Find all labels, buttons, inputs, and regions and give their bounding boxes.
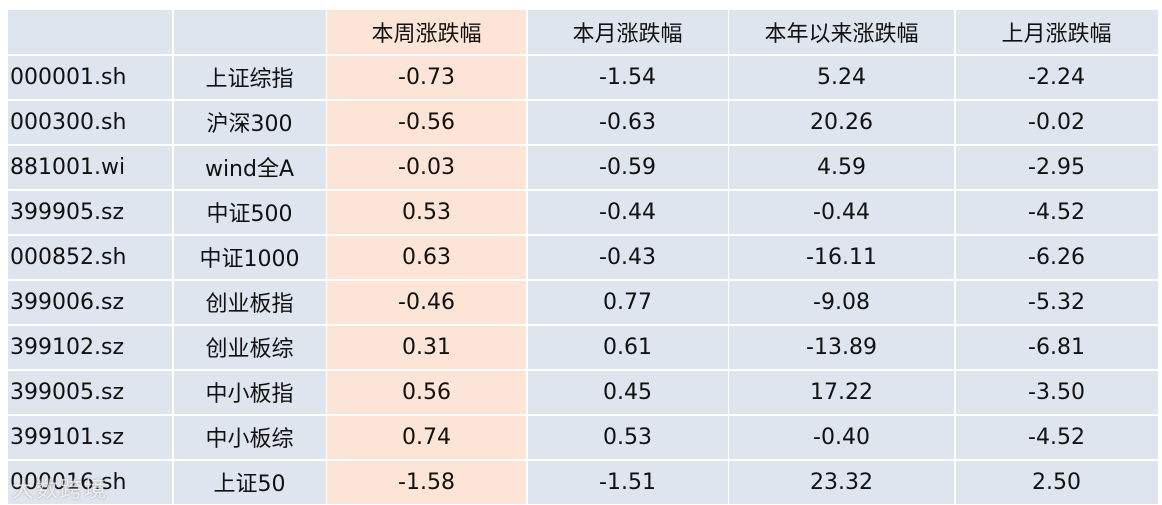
value-cell: 2.50 <box>955 460 1158 504</box>
value-cell: 0.63 <box>327 235 526 279</box>
value-cell: -0.44 <box>729 190 954 234</box>
value-cell: 0.77 <box>527 280 728 324</box>
name-cell: 中小板综 <box>173 415 326 459</box>
header-cell: 本月涨跌幅 <box>527 10 728 54</box>
name-cell: 创业板综 <box>173 325 326 369</box>
value-cell: -0.59 <box>527 145 728 189</box>
value-cell: -5.32 <box>955 280 1158 324</box>
value-cell: -0.40 <box>729 415 954 459</box>
value-cell: -0.63 <box>527 100 728 144</box>
value-cell: -4.52 <box>955 415 1158 459</box>
value-cell: 20.26 <box>729 100 954 144</box>
value-cell: 23.32 <box>729 460 954 504</box>
value-cell: -0.43 <box>527 235 728 279</box>
value-cell: -1.54 <box>527 55 728 99</box>
value-cell: -1.51 <box>527 460 728 504</box>
value-cell: 0.31 <box>327 325 526 369</box>
code-cell: 399102.sz <box>8 325 172 369</box>
value-cell: -16.11 <box>729 235 954 279</box>
value-cell: 0.74 <box>327 415 526 459</box>
value-cell: 0.53 <box>327 190 526 234</box>
name-cell: 创业板指 <box>173 280 326 324</box>
value-cell: -0.03 <box>327 145 526 189</box>
value-cell: -13.89 <box>729 325 954 369</box>
value-cell: -2.95 <box>955 145 1158 189</box>
name-cell: 上证50 <box>173 460 326 504</box>
code-cell: 000852.sh <box>8 235 172 279</box>
name-cell: wind全A <box>173 145 326 189</box>
value-cell: 0.61 <box>527 325 728 369</box>
name-cell: 中小板指 <box>173 370 326 414</box>
code-cell: 399005.sz <box>8 370 172 414</box>
header-cell <box>8 10 172 54</box>
name-cell: 中证1000 <box>173 235 326 279</box>
header-cell: 本周涨跌幅 <box>327 10 526 54</box>
code-cell: 399905.sz <box>8 190 172 234</box>
value-cell: -6.81 <box>955 325 1158 369</box>
value-cell: -0.73 <box>327 55 526 99</box>
value-cell: -4.52 <box>955 190 1158 234</box>
value-cell: -1.58 <box>327 460 526 504</box>
code-cell: 000016.sh <box>8 460 172 504</box>
index-table: 本周涨跌幅 本月涨跌幅 本年以来涨跌幅 上月涨跌幅 000001.sh 上证综指 -0.73… <box>8 10 1158 504</box>
value-cell: 0.45 <box>527 370 728 414</box>
watermark: 大数跨境 <box>12 478 109 503</box>
value-cell: -0.02 <box>955 100 1158 144</box>
code-cell: 881001.wi <box>8 145 172 189</box>
code-cell: 399006.sz <box>8 280 172 324</box>
value-cell: 0.53 <box>527 415 728 459</box>
value-cell: -6.26 <box>955 235 1158 279</box>
value-cell: -9.08 <box>729 280 954 324</box>
value-cell: -3.50 <box>955 370 1158 414</box>
value-cell: -2.24 <box>955 55 1158 99</box>
value-cell: 5.24 <box>729 55 954 99</box>
value-cell: -0.44 <box>527 190 728 234</box>
header-cell: 本年以来涨跌幅 <box>729 10 954 54</box>
value-cell: -0.46 <box>327 280 526 324</box>
value-cell: 4.59 <box>729 145 954 189</box>
name-cell: 上证综指 <box>173 55 326 99</box>
code-cell: 000300.sh <box>8 100 172 144</box>
name-cell: 中证500 <box>173 190 326 234</box>
header-cell: 上月涨跌幅 <box>955 10 1158 54</box>
value-cell: 0.56 <box>327 370 526 414</box>
header-cell <box>173 10 326 54</box>
name-cell: 沪深300 <box>173 100 326 144</box>
code-cell: 399101.sz <box>8 415 172 459</box>
value-cell: -0.56 <box>327 100 526 144</box>
value-cell: 17.22 <box>729 370 954 414</box>
code-cell: 000001.sh <box>8 55 172 99</box>
